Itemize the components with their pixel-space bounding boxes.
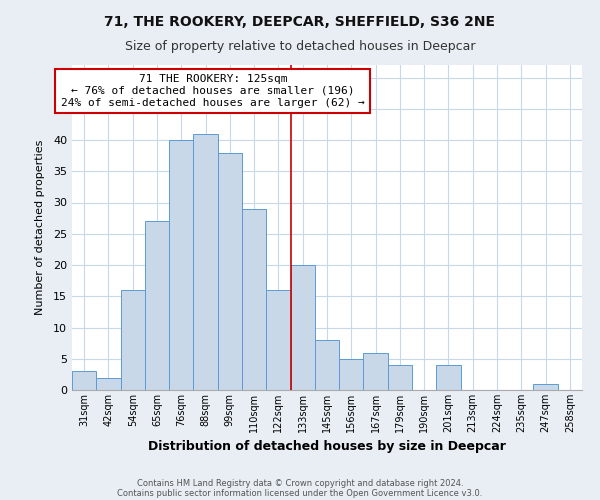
Bar (364, 352, 388, 390)
X-axis label: Distribution of detached houses by size in Deepcar: Distribution of detached houses by size … (148, 440, 506, 454)
Bar (533, 384, 558, 390)
Bar (193, 134, 218, 390)
Text: Contains public sector information licensed under the Open Government Licence v3: Contains public sector information licen… (118, 488, 482, 498)
Bar (72, 371, 96, 390)
Bar (436, 365, 461, 390)
Text: Size of property relative to detached houses in Deepcar: Size of property relative to detached ho… (125, 40, 475, 53)
Bar (339, 359, 364, 390)
Bar (145, 221, 169, 390)
Text: Contains HM Land Registry data © Crown copyright and database right 2024.: Contains HM Land Registry data © Crown c… (137, 478, 463, 488)
Bar (218, 152, 242, 390)
Text: 71 THE ROOKERY: 125sqm
← 76% of detached houses are smaller (196)
24% of semi-de: 71 THE ROOKERY: 125sqm ← 76% of detached… (61, 74, 365, 108)
Bar (242, 209, 266, 390)
Bar (96, 378, 121, 390)
Bar (290, 265, 315, 390)
Text: 71, THE ROOKERY, DEEPCAR, SHEFFIELD, S36 2NE: 71, THE ROOKERY, DEEPCAR, SHEFFIELD, S36… (104, 15, 496, 29)
Bar (121, 290, 145, 390)
Bar (266, 290, 290, 390)
Y-axis label: Number of detached properties: Number of detached properties (35, 140, 44, 315)
Bar (169, 140, 193, 390)
Bar (315, 340, 339, 390)
Bar (388, 365, 412, 390)
